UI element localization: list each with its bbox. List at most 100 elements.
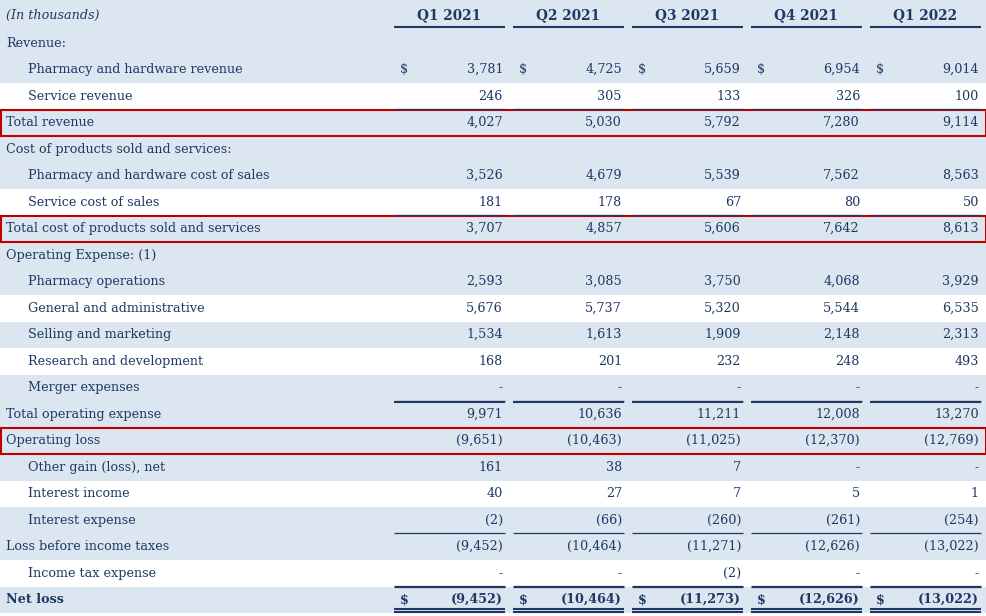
Text: 5,676: 5,676 — [465, 302, 503, 315]
Text: Other gain (loss), net: Other gain (loss), net — [28, 461, 165, 474]
Text: (11,271): (11,271) — [686, 540, 740, 553]
Text: Income tax expense: Income tax expense — [28, 567, 156, 580]
Text: Q1 2021: Q1 2021 — [417, 8, 481, 22]
Text: 4,725: 4,725 — [585, 63, 621, 76]
Text: 2,593: 2,593 — [465, 275, 503, 288]
Text: -: - — [855, 461, 859, 474]
Text: Total operating expense: Total operating expense — [6, 408, 161, 421]
Text: $: $ — [637, 593, 646, 606]
Bar — [0, 216, 986, 242]
Text: (9,452): (9,452) — [456, 540, 503, 553]
Text: Pharmacy and hardware revenue: Pharmacy and hardware revenue — [28, 63, 243, 76]
Text: 232: 232 — [716, 355, 740, 368]
Text: 5,030: 5,030 — [585, 116, 621, 129]
Text: 201: 201 — [598, 355, 621, 368]
Text: 11,211: 11,211 — [696, 408, 740, 421]
Bar — [0, 30, 986, 57]
Text: Selling and marketing: Selling and marketing — [28, 328, 172, 341]
Text: -: - — [855, 567, 859, 580]
Text: 5,659: 5,659 — [703, 63, 740, 76]
Bar — [0, 242, 986, 269]
Text: -: - — [617, 567, 621, 580]
Bar — [1, 216, 985, 241]
Text: $: $ — [399, 593, 408, 606]
Text: 8,563: 8,563 — [942, 169, 978, 182]
Text: 5,320: 5,320 — [704, 302, 740, 315]
Text: (11,273): (11,273) — [679, 593, 740, 606]
Text: 493: 493 — [953, 355, 978, 368]
Text: (9,651): (9,651) — [456, 434, 503, 447]
Bar — [1, 428, 985, 453]
Text: (13,022): (13,022) — [923, 540, 978, 553]
Bar — [0, 375, 986, 401]
Text: (13,022): (13,022) — [917, 593, 978, 606]
Text: Revenue:: Revenue: — [6, 37, 66, 50]
Text: 4,857: 4,857 — [585, 222, 621, 235]
Text: 1,613: 1,613 — [585, 328, 621, 341]
Text: Q2 2021: Q2 2021 — [536, 8, 599, 22]
Text: 168: 168 — [478, 355, 503, 368]
Text: 3,929: 3,929 — [942, 275, 978, 288]
Text: 7: 7 — [733, 487, 740, 500]
Bar — [0, 348, 986, 375]
Text: (254): (254) — [944, 514, 978, 527]
Bar — [0, 480, 986, 507]
Text: (In thousands): (In thousands) — [6, 9, 100, 22]
Text: 4,068: 4,068 — [822, 275, 859, 288]
Text: 40: 40 — [486, 487, 503, 500]
Text: 13,270: 13,270 — [934, 408, 978, 421]
Text: (66): (66) — [595, 514, 621, 527]
Text: Service cost of sales: Service cost of sales — [28, 196, 159, 209]
Text: Research and development: Research and development — [28, 355, 203, 368]
Text: $: $ — [756, 63, 764, 76]
Text: -: - — [974, 461, 978, 474]
Bar — [0, 0, 986, 30]
Text: Pharmacy and hardware cost of sales: Pharmacy and hardware cost of sales — [28, 169, 269, 182]
Text: $: $ — [399, 63, 408, 76]
Text: Net loss: Net loss — [6, 593, 64, 606]
Bar — [0, 533, 986, 560]
Text: 5,737: 5,737 — [585, 302, 621, 315]
Text: $: $ — [519, 593, 528, 606]
Text: Total cost of products sold and services: Total cost of products sold and services — [6, 222, 260, 235]
Text: 7,642: 7,642 — [822, 222, 859, 235]
Text: 9,971: 9,971 — [466, 408, 503, 421]
Text: (12,370): (12,370) — [805, 434, 859, 447]
Text: 3,085: 3,085 — [585, 275, 621, 288]
Text: $: $ — [637, 63, 646, 76]
Text: -: - — [498, 381, 503, 394]
Text: Interest income: Interest income — [28, 487, 129, 500]
Text: 2,313: 2,313 — [942, 328, 978, 341]
Text: 7: 7 — [733, 461, 740, 474]
Text: Cost of products sold and services:: Cost of products sold and services: — [6, 143, 232, 156]
Text: 178: 178 — [598, 196, 621, 209]
Bar — [0, 83, 986, 110]
Bar — [0, 586, 986, 613]
Text: 67: 67 — [724, 196, 740, 209]
Text: 6,535: 6,535 — [942, 302, 978, 315]
Text: 4,027: 4,027 — [466, 116, 503, 129]
Text: 246: 246 — [478, 90, 503, 103]
Bar — [0, 507, 986, 533]
Text: (261): (261) — [824, 514, 859, 527]
Text: 8,613: 8,613 — [942, 222, 978, 235]
Text: (11,025): (11,025) — [685, 434, 740, 447]
Text: 80: 80 — [843, 196, 859, 209]
Text: Service revenue: Service revenue — [28, 90, 132, 103]
Text: 161: 161 — [478, 461, 503, 474]
Text: -: - — [736, 381, 740, 394]
Text: (10,464): (10,464) — [567, 540, 621, 553]
Text: 5,792: 5,792 — [704, 116, 740, 129]
Text: 305: 305 — [597, 90, 621, 103]
Text: 7,280: 7,280 — [822, 116, 859, 129]
Text: (10,464): (10,464) — [561, 593, 621, 606]
Bar — [0, 189, 986, 216]
Text: Operating loss: Operating loss — [6, 434, 101, 447]
Text: -: - — [617, 381, 621, 394]
Text: -: - — [855, 381, 859, 394]
Text: Interest expense: Interest expense — [28, 514, 136, 527]
Text: Operating Expense: (1): Operating Expense: (1) — [6, 249, 156, 262]
Text: Q3 2021: Q3 2021 — [655, 8, 719, 22]
Text: -: - — [974, 567, 978, 580]
Bar — [1, 110, 985, 136]
